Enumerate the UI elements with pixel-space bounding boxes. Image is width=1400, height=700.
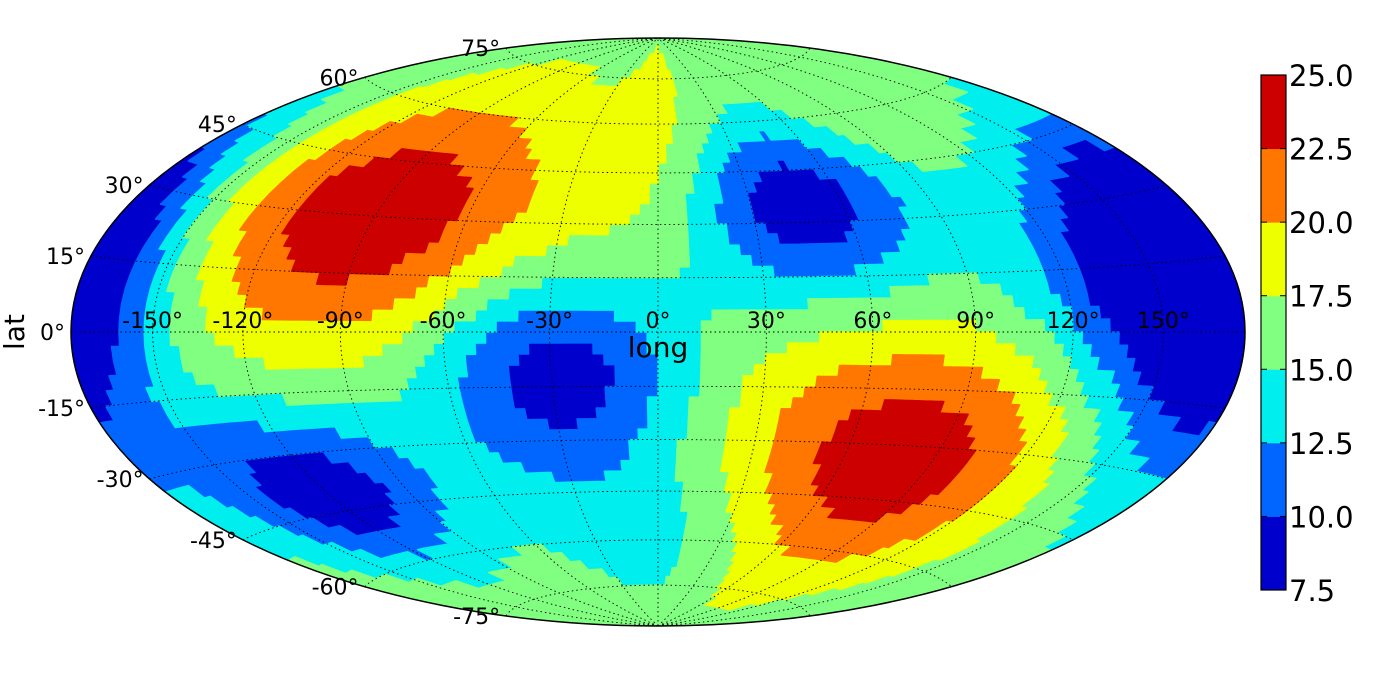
longitude-tick-label: -30° [526,309,573,334]
meridian-line [152,37,659,627]
colorbar-segment [1261,295,1286,370]
parallel-line [90,255,1226,279]
parallel-line [242,123,1074,174]
longitude-tick-labels: -150° -120° -90° -60° -30° 0° 30° 60° 90° 120° 150… [122,309,1190,334]
latitude-tick-labels: 75° 60° 45° 30° 15° 0° -15° -30° -45° -60° -75° [38,37,500,630]
longitude-tick-label: 150° [1137,309,1190,334]
parallel-line [90,385,1226,409]
contour-fill [71,38,1245,626]
parallel-line [505,584,811,617]
latitude-tick-label: -75° [453,605,500,630]
latitude-tick-label: 0° [40,321,65,346]
meridian-line [657,37,1074,627]
colorbar-tick-label: 22.5 [1289,133,1354,167]
longitude-tick-label: 90° [956,309,995,334]
latitude-tick-label: -15° [38,397,85,422]
meridian-line [657,37,1164,627]
colorbar-tick-label: 7.5 [1289,574,1335,608]
colorbar-segment [1261,75,1286,150]
latitude-tick-label: -45° [190,529,237,554]
x-axis-label: long [628,331,688,364]
colorbar-tick-label: 17.5 [1289,280,1354,314]
parallel-line [242,490,1074,541]
map-boundary [70,37,1246,627]
longitude-tick-label: 30° [747,309,786,334]
latitude-tick-label: 75° [461,37,500,62]
longitude-tick-label: -60° [420,309,467,334]
longitude-tick-label: -90° [317,309,364,334]
longitude-tick-label: 120° [1047,309,1100,334]
colorbar-segment [1261,148,1286,223]
colorbar-frame [1260,74,1287,591]
latitude-tick-label: 45° [198,113,237,138]
colorbar-tick-label: 20.0 [1289,206,1354,240]
colorbar: 7.5 10.0 12.5 15.0 17.5 20.0 22.5 25.0 [1260,59,1354,608]
longitude-tick-label: -120° [212,309,273,334]
parallel-line [505,47,811,80]
latitude-tick-label: 60° [320,66,359,91]
contour-band-5 [196,45,1069,611]
latitude-tick-label: 15° [46,245,85,270]
contour-band-7 [281,148,977,523]
latitude-tick-label: -30° [97,468,144,493]
parallel-line [364,539,952,587]
parallel-line [364,77,952,125]
contour-band-2 [99,112,1217,562]
latitude-tick-label: -60° [312,576,359,601]
colorbar-tick-label: 15.0 [1289,353,1354,387]
colorbar-tick-label: 10.0 [1289,500,1354,534]
colorbar-tick-label: 12.5 [1289,427,1354,461]
longitude-tick-label: 0° [646,309,671,334]
colorbar-tick-label: 25.0 [1289,59,1354,93]
longitude-tick-label: 60° [853,309,892,334]
y-axis-label: lat [0,314,31,350]
colorbar-segment [1261,369,1286,444]
contour-band-3 [143,76,1168,590]
longitude-tick-label: -150° [122,309,183,334]
colorbar-segment [1261,516,1286,591]
graticule-grid [71,37,1245,627]
latitude-tick-label: 30° [105,174,144,199]
colorbar-segment [1261,222,1286,297]
colorbar-segment [1261,442,1286,517]
